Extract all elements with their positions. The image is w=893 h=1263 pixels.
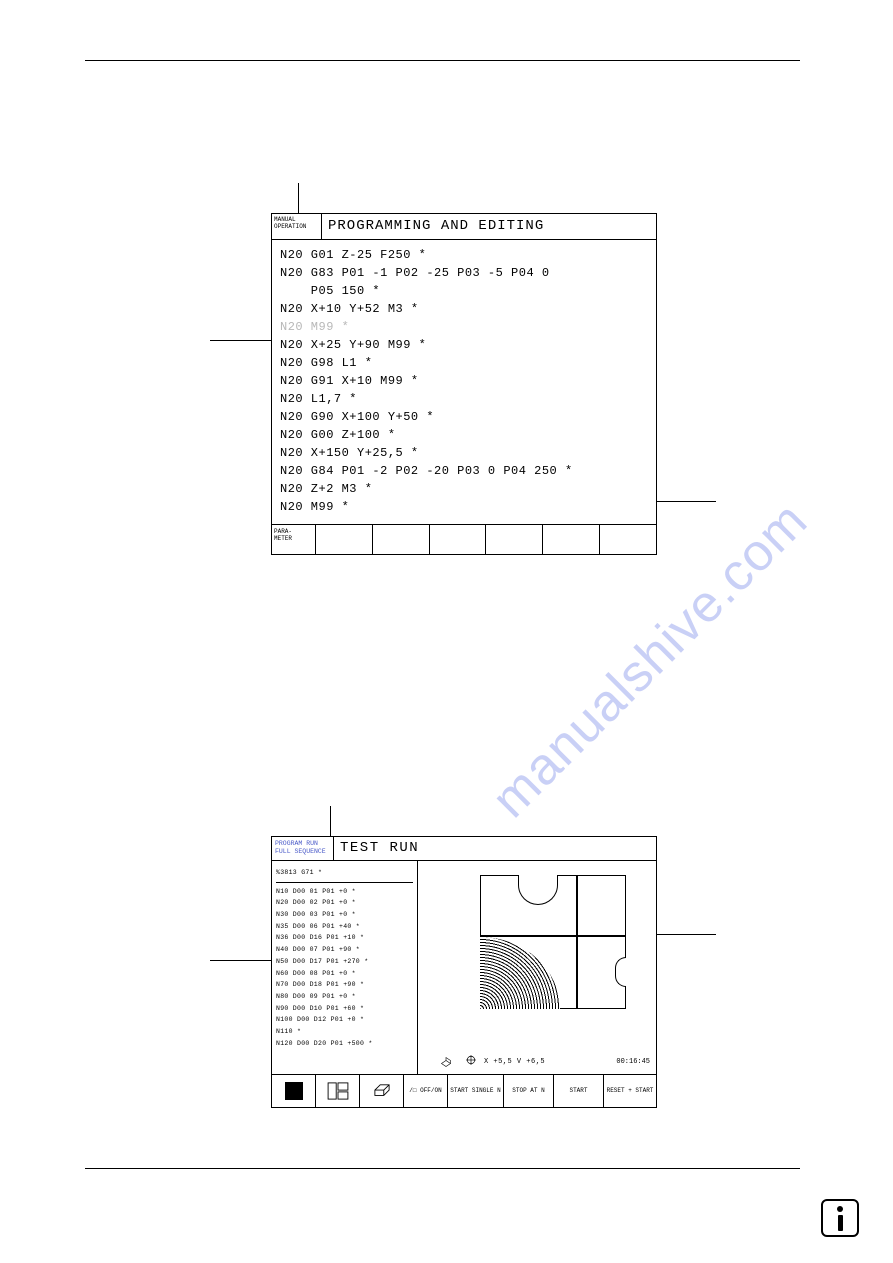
screen1-code-body: N20 G01 Z-25 F250 *N20 G83 P01 -1 P02 -2… xyxy=(272,240,656,524)
screen1-header: MANUAL OPERATION PROGRAMMING AND EDITING xyxy=(272,214,656,240)
softkey-empty[interactable] xyxy=(430,525,487,554)
view-iso-icon xyxy=(440,1056,458,1068)
screen2-body: %3813 G71 * N10 D00 01 P01 +0 *N20 D00 02… xyxy=(272,861,656,1075)
part-notch-right xyxy=(615,957,626,987)
code-line: P05 150 * xyxy=(280,282,648,300)
mode-label: MANUAL OPERATION xyxy=(272,214,322,239)
softkey-reset-start[interactable]: RESET + START xyxy=(604,1075,656,1107)
screen2-title: TEST RUN xyxy=(334,837,656,860)
screen1-title: PROGRAMMING AND EDITING xyxy=(322,214,656,239)
graphics-status-bar: X +5,5 V +6,5 00:16:45 xyxy=(440,1055,650,1068)
code-line: N20 G91 X+10 M99 * xyxy=(280,372,648,390)
mode-label-2: PROGRAM RUN FULL SEQUENCE xyxy=(272,837,334,860)
info-icon xyxy=(821,1199,859,1237)
softkey-offon[interactable]: /□ OFF/ON xyxy=(404,1075,448,1107)
screen2-softkey-row: /□ OFF/ON START SINGLE N STOP AT N START… xyxy=(272,1075,656,1107)
code-line: N20 M99 * xyxy=(280,498,648,516)
code-line: N20 L1,7 * xyxy=(280,390,648,408)
stop-icon xyxy=(285,1082,303,1100)
code-line: N35 D00 06 P01 +40 * xyxy=(276,921,413,933)
coordinates-readout: X +5,5 V +6,5 xyxy=(484,1058,608,1066)
page-bottom-rule xyxy=(85,1168,800,1169)
code-line: N60 D00 08 P01 +0 * xyxy=(276,968,413,980)
code-line: N20 X+150 Y+25,5 * xyxy=(280,444,648,462)
code-line: N80 D00 09 P01 +0 * xyxy=(276,991,413,1003)
test-run-screen: PROGRAM RUN FULL SEQUENCE TEST RUN %3813… xyxy=(271,836,657,1108)
softkey-stop[interactable] xyxy=(272,1075,316,1107)
time-readout: 00:16:45 xyxy=(616,1058,650,1066)
softkey-empty[interactable] xyxy=(543,525,600,554)
code-line: N20 G83 P01 -1 P02 -25 P03 -5 P04 0 xyxy=(280,264,648,282)
screen2-tick-top xyxy=(330,806,331,836)
softkey-3dview[interactable] xyxy=(360,1075,404,1107)
code-line: N20 G90 X+100 Y+50 * xyxy=(280,408,648,426)
graphics-column: X +5,5 V +6,5 00:16:45 xyxy=(418,861,656,1074)
code-line: N20 G98 L1 * xyxy=(280,354,648,372)
page-top-rule xyxy=(85,60,800,61)
box-3d-icon xyxy=(371,1083,393,1099)
softkey-empty[interactable] xyxy=(316,525,373,554)
code-line: N120 D00 D20 P01 +500 * xyxy=(276,1038,413,1050)
code-line: N20 M99 * xyxy=(280,318,648,336)
softkey-stop-at[interactable]: STOP AT N xyxy=(504,1075,554,1107)
code-line: N30 D00 03 P01 +0 * xyxy=(276,909,413,921)
code-line: N100 D00 D12 P01 +0 * xyxy=(276,1014,413,1026)
part-arc xyxy=(480,937,560,1009)
window-layout-icon xyxy=(327,1082,349,1100)
parameter-softkey[interactable]: PARA- METER xyxy=(272,525,316,554)
softkey-window[interactable] xyxy=(316,1075,360,1107)
code-line: %3813 G71 * xyxy=(276,867,413,883)
info-dot xyxy=(837,1206,843,1212)
programming-editing-screen: MANUAL OPERATION PROGRAMMING AND EDITING… xyxy=(271,213,657,555)
screen1-tick-right xyxy=(656,501,716,502)
screen1-softkey-row: PARA- METER xyxy=(272,524,656,554)
screen2-tick-left xyxy=(210,960,271,961)
code-line: N20 G84 P01 -2 P02 -20 P03 0 P04 250 * xyxy=(280,462,648,480)
screen2-code-column: %3813 G71 * N10 D00 01 P01 +0 *N20 D00 02… xyxy=(272,861,418,1074)
softkey-empty[interactable] xyxy=(600,525,656,554)
code-line: N90 D00 D10 P01 +60 * xyxy=(276,1003,413,1015)
code-line: N20 G01 Z-25 F250 * xyxy=(280,246,648,264)
softkey-start-single[interactable]: START SINGLE N xyxy=(448,1075,504,1107)
softkey-empty[interactable] xyxy=(486,525,543,554)
code-line: N20 X+10 Y+52 M3 * xyxy=(280,300,648,318)
code-line: N10 D00 01 P01 +0 * xyxy=(276,886,413,898)
code-line: N110 * xyxy=(276,1026,413,1038)
screen2-header: PROGRAM RUN FULL SEQUENCE TEST RUN xyxy=(272,837,656,861)
screen1-tick-left xyxy=(210,340,271,341)
code-line: N20 Z+2 M3 * xyxy=(280,480,648,498)
screen2-tick-right xyxy=(656,934,716,935)
crosshair-icon xyxy=(466,1055,476,1068)
code-line: N50 D00 D17 P01 +270 * xyxy=(276,956,413,968)
code-line: N36 D00 D16 P01 +10 * xyxy=(276,932,413,944)
screen1-tick-top xyxy=(298,183,299,213)
code-line: N40 D00 07 P01 +90 * xyxy=(276,944,413,956)
code-line: N20 D00 02 P01 +0 * xyxy=(276,897,413,909)
info-stem xyxy=(838,1215,843,1231)
code-line: N20 G00 Z+100 * xyxy=(280,426,648,444)
graphics-vline xyxy=(576,875,578,1009)
softkey-empty[interactable] xyxy=(373,525,430,554)
code-line: N70 D00 D18 P01 +90 * xyxy=(276,979,413,991)
softkey-start[interactable]: START xyxy=(554,1075,604,1107)
code-line: N20 X+25 Y+90 M99 * xyxy=(280,336,648,354)
